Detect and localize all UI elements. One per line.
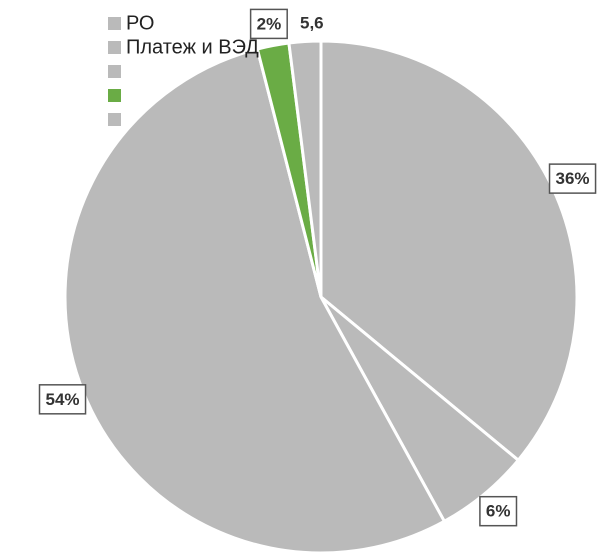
value-label-text: 36% — [556, 169, 590, 188]
label-box — [249, 8, 288, 40]
value-label: 2% — [249, 8, 288, 40]
value-label: 6% — [479, 495, 518, 527]
value-label-text: 54% — [46, 390, 80, 409]
value-label-text: 2% — [257, 14, 282, 33]
legend-swatch — [106, 15, 123, 32]
legend-label: РО — [126, 12, 154, 34]
value-label: 36% — [548, 163, 597, 194]
value-label-text: 6% — [486, 502, 511, 521]
value-label: 54% — [38, 384, 87, 415]
annotation: 5,6 — [300, 13, 324, 32]
legend-swatch — [106, 87, 123, 104]
pie-slice — [287, 39, 323, 298]
legend-label: Платеж и ВЭД — [126, 36, 259, 58]
label-box — [548, 163, 597, 194]
legend-swatch — [106, 111, 123, 128]
label-box — [38, 384, 87, 415]
label-box — [479, 495, 518, 527]
legend-swatch — [106, 39, 123, 56]
legend-swatch — [106, 63, 123, 80]
